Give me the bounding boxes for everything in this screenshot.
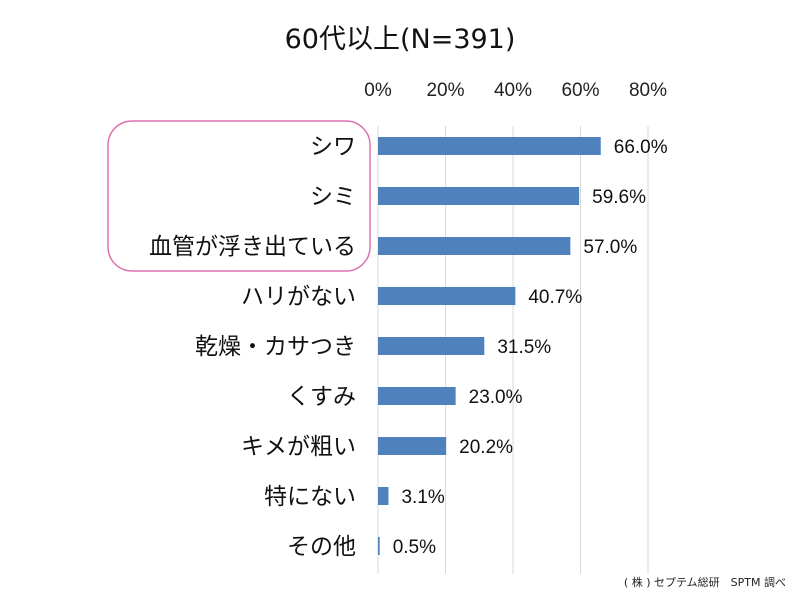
data-label: 59.6% xyxy=(592,187,646,208)
x-tick-label: 80% xyxy=(629,80,667,101)
source-note: ( 株 ) セプテム総研 SPTM 調べ xyxy=(624,575,786,589)
bar xyxy=(378,137,601,155)
bars xyxy=(378,137,601,555)
bar xyxy=(378,187,580,205)
highlight-box xyxy=(107,120,371,272)
bar xyxy=(378,337,485,355)
category-label: シワ xyxy=(310,134,356,160)
bar xyxy=(378,287,516,305)
bar xyxy=(378,487,389,505)
category-label: 血管が浮き出ている xyxy=(149,234,356,260)
x-tick-label: 0% xyxy=(364,80,392,101)
data-label: 31.5% xyxy=(497,337,551,358)
data-label: 40.7% xyxy=(528,287,582,308)
bar xyxy=(378,437,447,455)
bar xyxy=(378,537,380,555)
category-label: 乾燥・カサつき xyxy=(195,334,356,360)
x-axis-ticks: 0% 20% 40% 60% 80% xyxy=(364,80,667,101)
x-tick-label: 20% xyxy=(426,80,464,101)
category-label: キメが粗い xyxy=(241,434,356,460)
data-label: 20.2% xyxy=(459,437,513,458)
chart-title: 60代以上(N=391) xyxy=(285,24,516,55)
value-labels: 66.0% 59.6% 57.0% 40.7% 31.5% 23.0% 20.2% 3.1% 0… xyxy=(393,137,668,558)
bar xyxy=(378,237,571,255)
category-label: ハリがない xyxy=(241,284,356,310)
data-label: 57.0% xyxy=(583,237,637,258)
category-label: シミ xyxy=(310,184,356,210)
highlight-group xyxy=(107,120,371,272)
data-label: 23.0% xyxy=(469,387,523,408)
data-label: 3.1% xyxy=(401,487,444,508)
bar xyxy=(378,387,456,405)
x-tick-label: 40% xyxy=(494,80,532,101)
category-label: 特にない xyxy=(264,484,356,510)
x-tick-label: 60% xyxy=(561,80,599,101)
category-label: その他 xyxy=(287,534,356,560)
category-label: くすみ xyxy=(287,384,356,410)
data-label: 0.5% xyxy=(393,537,436,558)
data-label: 66.0% xyxy=(614,137,668,158)
